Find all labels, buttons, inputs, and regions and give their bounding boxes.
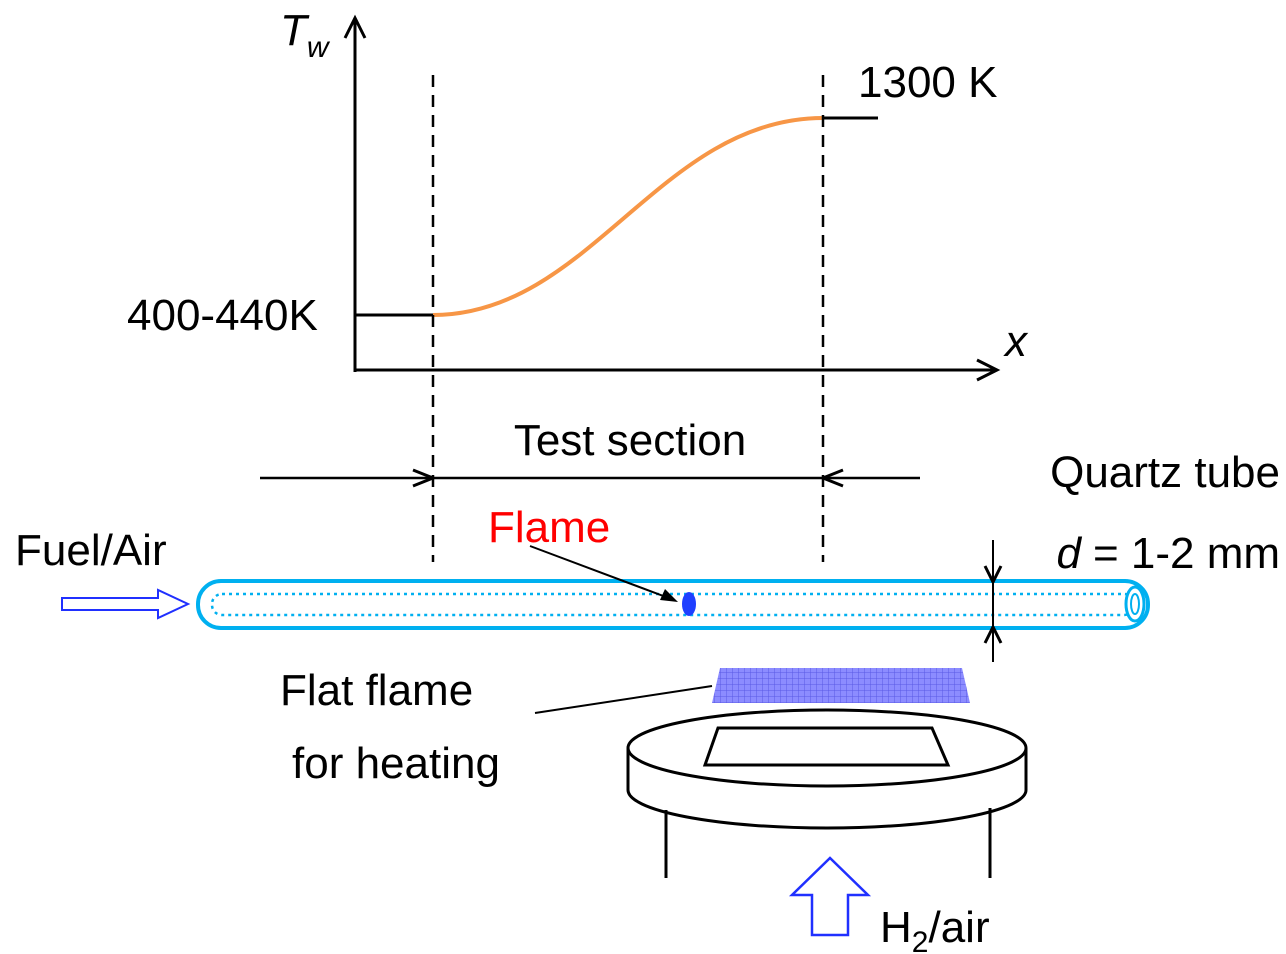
y-arrow [343,14,367,39]
flame [682,592,696,616]
gas-suffix: /air [928,903,989,952]
x-arrow [976,358,1001,382]
gas-label: H2/air [880,903,990,954]
tube-label: Quartz tube [1050,448,1280,497]
flat-flame [712,668,970,703]
tube [196,579,1150,630]
diameter-label: d = 1-2 mm [1056,529,1280,578]
arrow-head [818,468,844,488]
y-label-main: T [280,6,310,55]
flat-flame-leader [534,685,713,714]
leader-head [660,589,678,602]
flame-label: Flame [488,503,610,552]
diameter-symbol: d [1056,529,1082,578]
gas-arrow [788,856,872,937]
gas-sub: 2 [912,926,929,954]
x-label: x [1003,317,1029,366]
flame-leader [529,545,675,601]
high-label: 1300 K [858,58,997,107]
diameter-text: = 1-2 mm [1093,529,1280,578]
flat-flame-label: for heating [292,739,500,788]
inlet-arrow [61,588,191,620]
arrow-head [983,623,1003,644]
burner [626,708,1028,878]
test-section-label: Test section [514,416,746,465]
arrow-head [412,468,438,488]
inlet-label: Fuel/Air [15,526,167,575]
gas-main: H [880,903,912,952]
profile-curve [432,116,824,317]
y-label-sub: w [307,31,331,64]
tube-end-inner [1130,593,1140,615]
tube-end [1124,585,1146,623]
low-label: 400-440K [127,291,318,340]
axes [343,14,1001,382]
arrow-head [983,565,1003,586]
flat-flame-label: Flat flame [280,666,473,715]
y-label: Tw [280,6,331,64]
